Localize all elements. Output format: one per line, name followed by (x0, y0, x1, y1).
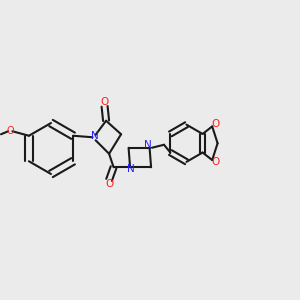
Text: O: O (105, 179, 113, 189)
Text: O: O (100, 97, 109, 107)
Text: O: O (211, 119, 219, 129)
Text: N: N (128, 164, 135, 174)
Text: O: O (211, 158, 219, 167)
Text: N: N (91, 131, 99, 141)
Text: O: O (6, 126, 14, 136)
Text: N: N (144, 140, 152, 150)
